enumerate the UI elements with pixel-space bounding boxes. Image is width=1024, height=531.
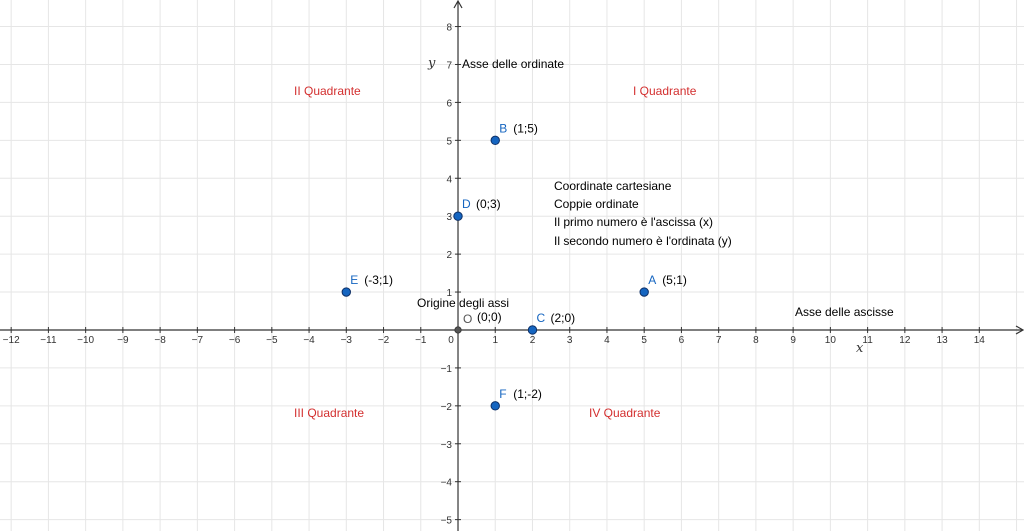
y-axis-arrow-icon	[453, 0, 463, 9]
x-axis-name: Asse delle ascisse	[795, 305, 894, 319]
y-tick-label: 4	[446, 174, 452, 185]
x-tick-label: 2	[530, 335, 536, 346]
quadrant-3-label: III Quadrante	[294, 406, 364, 420]
x-tick-label: 4	[604, 335, 610, 346]
point-c-coord: (2;0)	[550, 311, 575, 325]
point-e	[341, 287, 351, 297]
x-tick-label: 12	[899, 335, 911, 346]
y-tick-label: 8	[446, 23, 452, 34]
point-origin-name: O	[463, 312, 472, 326]
y-tick-label: 5	[446, 136, 452, 147]
y-tick-label: −1	[441, 364, 453, 375]
y-tick-label: −3	[441, 440, 453, 451]
x-tick-label: 8	[753, 335, 759, 346]
x-tick-label: 5	[641, 335, 647, 346]
y-tick-label: 3	[446, 212, 452, 223]
y-tick-label: 6	[446, 98, 452, 109]
x-tick-label: 0	[448, 335, 454, 346]
x-tick-label: 6	[679, 335, 685, 346]
point-a-name: A	[648, 273, 656, 287]
x-tick-label: −3	[341, 335, 353, 346]
x-axis-label: x	[856, 341, 864, 356]
x-axis-arrow-icon	[1015, 325, 1024, 335]
y-tick-label: 7	[446, 60, 452, 71]
origin-name: Origine degli assi	[417, 296, 509, 310]
x-tick-label: −4	[303, 335, 315, 346]
y-tick-label: −2	[441, 402, 453, 413]
y-tick-label: 1	[446, 288, 452, 299]
x-tick-label: −6	[229, 335, 241, 346]
point-origin	[454, 326, 462, 334]
x-tick-label: 1	[492, 335, 498, 346]
point-a	[639, 287, 649, 297]
x-tick-label: −8	[154, 335, 166, 346]
x-tick-label: −12	[3, 335, 20, 346]
x-tick-label: −7	[192, 335, 204, 346]
x-tick-label: −11	[40, 335, 57, 346]
x-tick-label: 11	[862, 335, 873, 346]
point-f	[490, 401, 500, 411]
info-line-2: Coppie ordinate	[554, 197, 639, 211]
point-a-coord: (5;1)	[662, 273, 687, 287]
info-line-3: Il primo numero è l'ascissa (x)	[554, 215, 713, 229]
y-axis-label: y	[427, 56, 436, 71]
x-tick-label: −1	[415, 335, 427, 346]
point-e-name: E	[350, 273, 358, 287]
y-tick-label: −5	[441, 516, 453, 527]
point-d	[453, 211, 463, 221]
x-tick-label: −10	[77, 335, 94, 346]
quadrant-2-label: II Quadrante	[294, 84, 361, 98]
quadrant-1-label: I Quadrante	[633, 84, 697, 98]
point-origin-coord: (0;0)	[477, 310, 502, 324]
point-c	[527, 325, 538, 335]
point-d-name: D	[462, 197, 471, 211]
x-tick-label: 9	[790, 335, 796, 346]
point-c-name: C	[536, 311, 545, 325]
points-layer: A (5;1) B (1;5) C (2;0) D (0;3) E (-3;1) F (1;-2) O (…	[341, 121, 687, 411]
point-d-coord: (0;3)	[476, 197, 501, 211]
point-f-coord: (1;-2)	[513, 387, 542, 401]
x-tick-label: −9	[117, 335, 129, 346]
x-tick-label: −2	[378, 335, 390, 346]
y-tick-label: −4	[441, 478, 453, 489]
x-tick-label: 13	[937, 335, 949, 346]
x-tick-label: −5	[266, 335, 278, 346]
x-tick-label: 10	[825, 335, 837, 346]
info-line-4: Il secondo numero è l'ordinata (y)	[554, 234, 732, 248]
y-tick-label: 2	[446, 250, 452, 261]
tick-labels: −12 −11 −10 −9 −8 −7 −6 −5 −4 −3 −2 −1 0 1 2 3 4 5 6 7 8 9 10 1…	[3, 23, 986, 527]
x-tick-label: 7	[716, 335, 722, 346]
y-axis-name: Asse delle ordinate	[462, 57, 564, 71]
point-b	[490, 135, 500, 146]
point-b-name: B	[499, 121, 507, 135]
point-b-coord: (1;5)	[513, 121, 538, 135]
x-tick-label: 3	[567, 335, 573, 346]
x-tick-label: 14	[974, 335, 986, 346]
info-line-1: Coordinate cartesiane	[554, 179, 672, 193]
point-e-coord: (-3;1)	[364, 273, 393, 287]
quadrant-4-label: IV Quadrante	[589, 406, 661, 420]
point-f-name: F	[499, 387, 506, 401]
